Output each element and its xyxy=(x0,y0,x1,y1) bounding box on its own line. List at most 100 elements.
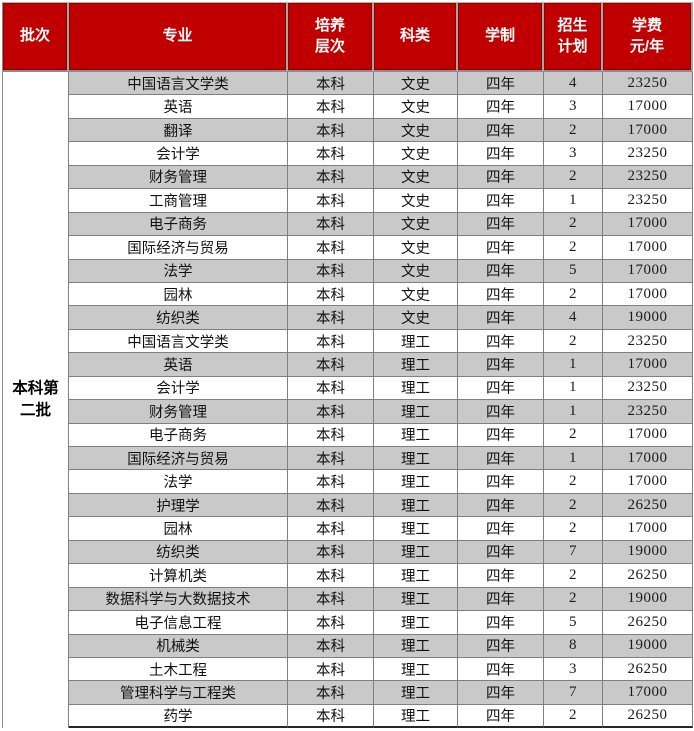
cell-category: 文史 xyxy=(374,165,458,190)
cell-category: 文史 xyxy=(374,118,458,143)
cell-duration: 四年 xyxy=(458,259,544,283)
cell-duration: 四年 xyxy=(458,587,544,612)
cell-plan: 2 xyxy=(544,423,603,447)
cell-level: 本科 xyxy=(288,540,374,565)
cell-plan: 5 xyxy=(544,611,603,635)
cell-level: 本科 xyxy=(288,95,374,119)
cell-tuition: 17000 xyxy=(603,282,693,307)
cell-level: 本科 xyxy=(288,470,374,494)
cell-duration: 四年 xyxy=(458,282,544,307)
cell-duration: 四年 xyxy=(458,212,544,237)
cell-major: 英语 xyxy=(69,95,288,119)
cell-tuition: 17000 xyxy=(603,118,693,143)
cell-level: 本科 xyxy=(288,236,374,260)
cell-plan: 7 xyxy=(544,681,603,705)
cell-level: 本科 xyxy=(288,611,374,635)
cell-plan: 1 xyxy=(544,400,603,424)
cell-duration: 四年 xyxy=(458,704,544,729)
cell-major: 国际经济与贸易 xyxy=(69,236,288,260)
cell-category: 理工 xyxy=(374,423,458,447)
cell-tuition: 26250 xyxy=(603,564,693,588)
cell-level: 本科 xyxy=(288,189,374,213)
cell-category: 理工 xyxy=(374,540,458,565)
cell-tuition: 17000 xyxy=(603,353,693,377)
cell-level: 本科 xyxy=(288,353,374,377)
col-header-category: 科类 xyxy=(374,3,458,72)
cell-major: 纺织类 xyxy=(69,540,288,565)
cell-tuition: 17000 xyxy=(603,681,693,705)
cell-category: 理工 xyxy=(374,704,458,729)
cell-duration: 四年 xyxy=(458,72,544,96)
cell-major: 园林 xyxy=(69,282,288,307)
cell-tuition: 17000 xyxy=(603,95,693,119)
cell-category: 文史 xyxy=(374,142,458,166)
cell-plan: 2 xyxy=(544,236,603,260)
cell-major: 国际经济与贸易 xyxy=(69,447,288,471)
cell-level: 本科 xyxy=(288,306,374,330)
cell-major: 财务管理 xyxy=(69,165,288,190)
cell-category: 理工 xyxy=(374,681,458,705)
cell-major: 中国语言文学类 xyxy=(69,72,288,96)
cell-plan: 1 xyxy=(544,189,603,213)
cell-major: 计算机类 xyxy=(69,564,288,588)
cell-level: 本科 xyxy=(288,493,374,518)
cell-major: 中国语言文学类 xyxy=(69,329,288,354)
cell-major: 英语 xyxy=(69,353,288,377)
cell-plan: 1 xyxy=(544,376,603,401)
cell-tuition: 19000 xyxy=(603,634,693,658)
cell-duration: 四年 xyxy=(458,236,544,260)
cell-duration: 四年 xyxy=(458,353,544,377)
cell-level: 本科 xyxy=(288,329,374,354)
cell-plan: 8 xyxy=(544,634,603,658)
col-header-major: 专业 xyxy=(69,3,288,72)
cell-duration: 四年 xyxy=(458,611,544,635)
cell-level: 本科 xyxy=(288,282,374,307)
cell-tuition: 17000 xyxy=(603,517,693,541)
cell-major: 机械类 xyxy=(69,634,288,658)
cell-level: 本科 xyxy=(288,400,374,424)
cell-category: 理工 xyxy=(374,447,458,471)
cell-level: 本科 xyxy=(288,447,374,471)
cell-tuition: 17000 xyxy=(603,470,693,494)
batch-cell: 本科第二批 xyxy=(3,72,69,729)
cell-tuition: 17000 xyxy=(603,447,693,471)
cell-category: 文史 xyxy=(374,189,458,213)
cell-tuition: 23250 xyxy=(603,376,693,401)
cell-major: 电子商务 xyxy=(69,423,288,447)
cell-level: 本科 xyxy=(288,704,374,729)
cell-major: 管理科学与工程类 xyxy=(69,681,288,705)
cell-category: 文史 xyxy=(374,95,458,119)
cell-level: 本科 xyxy=(288,657,374,682)
cell-tuition: 26250 xyxy=(603,611,693,635)
cell-tuition: 23250 xyxy=(603,189,693,213)
cell-major: 法学 xyxy=(69,259,288,283)
cell-tuition: 19000 xyxy=(603,306,693,330)
cell-category: 理工 xyxy=(374,564,458,588)
cell-major: 土木工程 xyxy=(69,657,288,682)
cell-duration: 四年 xyxy=(458,165,544,190)
cell-major: 药学 xyxy=(69,704,288,729)
cell-major: 护理学 xyxy=(69,493,288,518)
cell-duration: 四年 xyxy=(458,376,544,401)
cell-major: 财务管理 xyxy=(69,400,288,424)
cell-category: 理工 xyxy=(374,634,458,658)
cell-tuition: 26250 xyxy=(603,493,693,518)
cell-level: 本科 xyxy=(288,376,374,401)
cell-plan: 2 xyxy=(544,212,603,237)
cell-category: 文史 xyxy=(374,236,458,260)
cell-duration: 四年 xyxy=(458,329,544,354)
cell-category: 理工 xyxy=(374,587,458,612)
cell-plan: 1 xyxy=(544,353,603,377)
cell-plan: 2 xyxy=(544,282,603,307)
cell-level: 本科 xyxy=(288,212,374,237)
cell-duration: 四年 xyxy=(458,423,544,447)
cell-major: 数据科学与大数据技术 xyxy=(69,587,288,612)
cell-tuition: 19000 xyxy=(603,540,693,565)
cell-level: 本科 xyxy=(288,634,374,658)
cell-major: 会计学 xyxy=(69,376,288,401)
cell-level: 本科 xyxy=(288,165,374,190)
cell-duration: 四年 xyxy=(458,517,544,541)
cell-category: 理工 xyxy=(374,657,458,682)
cell-tuition: 23250 xyxy=(603,142,693,166)
